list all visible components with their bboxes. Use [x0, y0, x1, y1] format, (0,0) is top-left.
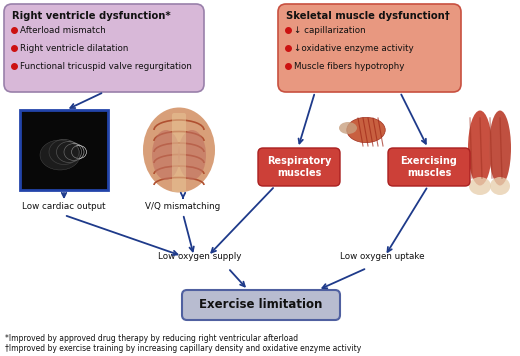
Ellipse shape	[178, 130, 206, 180]
Text: Low oxygen uptake: Low oxygen uptake	[340, 252, 424, 261]
FancyBboxPatch shape	[172, 113, 186, 192]
Text: Low cardiac output: Low cardiac output	[22, 202, 106, 211]
Text: Right ventricle dilatation: Right ventricle dilatation	[20, 44, 128, 53]
Text: Exercising
muscles: Exercising muscles	[400, 156, 458, 178]
Text: †Improved by exercise training by increasing capillary density and oxidative enz: †Improved by exercise training by increa…	[5, 344, 361, 353]
FancyBboxPatch shape	[4, 4, 204, 92]
Ellipse shape	[347, 117, 385, 143]
Text: Low oxygen supply: Low oxygen supply	[158, 252, 242, 261]
Text: Afterload mismatch: Afterload mismatch	[20, 26, 106, 35]
Ellipse shape	[490, 177, 510, 195]
Text: ↓ capillarization: ↓ capillarization	[294, 26, 366, 35]
Text: ↓oxidative enzyme activity: ↓oxidative enzyme activity	[294, 44, 413, 53]
Ellipse shape	[468, 110, 492, 185]
FancyBboxPatch shape	[278, 4, 461, 92]
FancyBboxPatch shape	[388, 148, 470, 186]
Ellipse shape	[40, 140, 80, 170]
Text: V/Q mismatching: V/Q mismatching	[146, 202, 220, 211]
Text: Respiratory
muscles: Respiratory muscles	[267, 156, 331, 178]
Ellipse shape	[339, 122, 357, 134]
Text: Muscle fibers hypotrophy: Muscle fibers hypotrophy	[294, 62, 405, 71]
FancyBboxPatch shape	[258, 148, 340, 186]
Text: Skeletal muscle dysfunction†: Skeletal muscle dysfunction†	[286, 11, 450, 21]
Ellipse shape	[143, 108, 215, 193]
Text: Right ventricle dysfunction*: Right ventricle dysfunction*	[12, 11, 171, 21]
Text: Exercise limitation: Exercise limitation	[199, 298, 323, 312]
Text: Functional tricuspid valve regurgitation: Functional tricuspid valve regurgitation	[20, 62, 192, 71]
Ellipse shape	[152, 130, 180, 180]
Ellipse shape	[469, 177, 491, 195]
FancyBboxPatch shape	[182, 290, 340, 320]
FancyBboxPatch shape	[20, 110, 108, 190]
Text: *Improved by approved drug therapy by reducing right ventricular afterload: *Improved by approved drug therapy by re…	[5, 334, 298, 343]
Ellipse shape	[489, 110, 511, 185]
